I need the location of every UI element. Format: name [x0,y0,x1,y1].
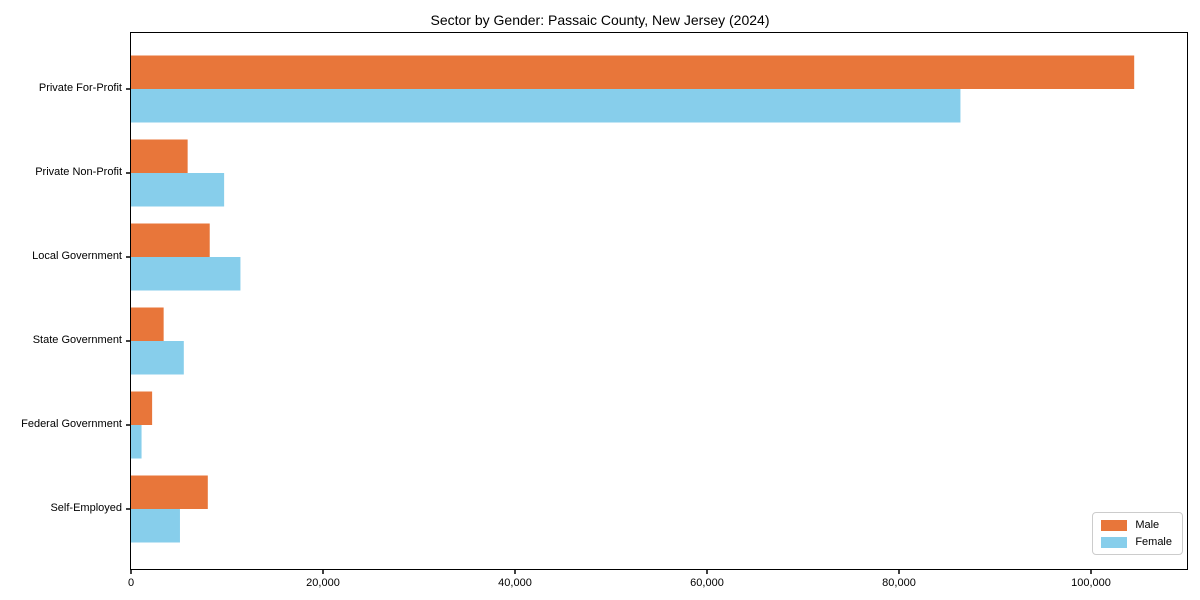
y-tick-label: Private For-Profit [38,82,122,94]
x-tick-label: 100,000 [1071,577,1111,589]
x-tick-label: 60,000 [690,577,724,589]
y-tick-label: Local Government [32,250,122,262]
legend-entry-male: Male [1101,519,1172,531]
y-tick-label: Self-Employed [50,502,122,514]
y-tick-label: Federal Government [21,418,122,430]
x-tick-label: 20,000 [306,577,340,589]
bar-female-3 [131,341,184,375]
legend-label-female: Female [1135,536,1172,548]
legend-swatch-male [1101,519,1128,531]
legend-label-male: Male [1135,519,1160,531]
bar-female-5 [131,509,180,543]
bar-male-5 [131,475,208,509]
bar-female-4 [131,425,142,459]
bar-male-4 [131,391,153,425]
x-tick-label: 40,000 [498,577,532,589]
bar-female-1 [131,173,225,207]
plot-area: Private For-Profit Private Non-Profit Loca… [21,32,1188,589]
x-tick-label: 80,000 [882,577,916,589]
bar-female-2 [131,257,241,291]
bar-male-0 [131,55,1135,89]
bars-svg [126,55,1135,574]
legend: Male Female [1092,512,1183,555]
chart-title: Sector by Gender: Passaic County, New Je… [430,12,770,28]
bar-male-1 [131,139,188,173]
bar-male-3 [131,307,164,341]
y-tick-label: State Government [32,334,122,346]
x-tick-label: 0 [127,577,135,589]
y-tick-label: Private Non-Profit [35,166,122,178]
legend-swatch-female [1101,536,1128,548]
bar-male-2 [131,223,210,257]
legend-entry-female: Female [1101,536,1172,548]
bar-female-0 [131,89,961,123]
